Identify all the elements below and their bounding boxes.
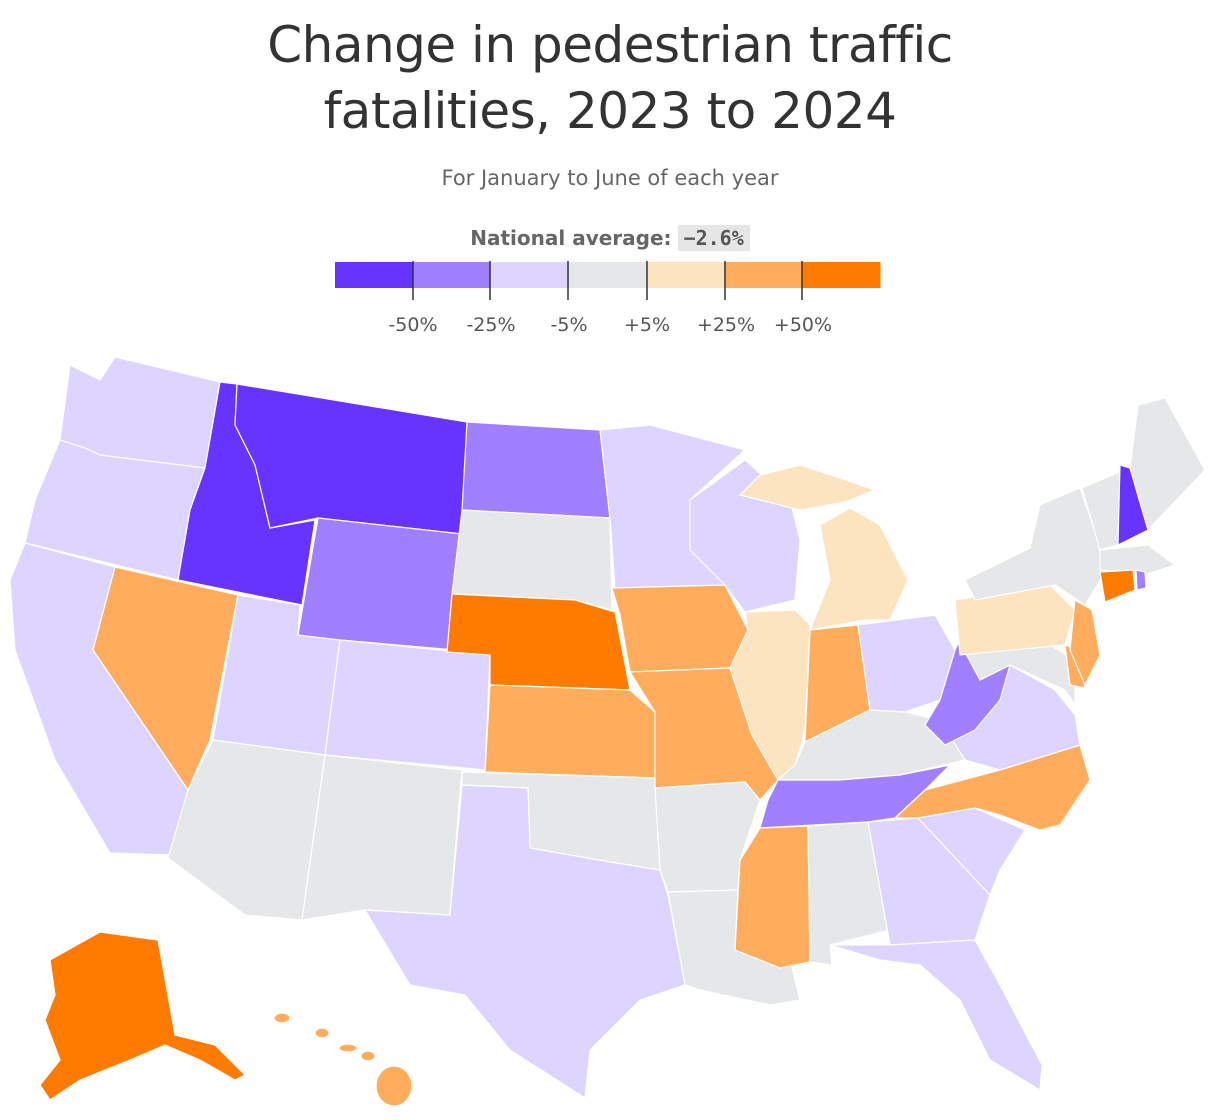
legend-swatch-slight-decrease: [490, 262, 570, 288]
state-montana[interactable]: [234, 383, 468, 535]
state-texas[interactable]: [363, 784, 686, 1100]
national-average: National average: −2.6%: [0, 225, 1220, 251]
state-maine[interactable]: [1129, 397, 1206, 532]
state-new-mexico[interactable]: [301, 754, 463, 921]
legend-label-minus-5: -5%: [551, 314, 588, 335]
us-states-map: [9, 356, 1206, 1107]
state-kentucky[interactable]: [776, 709, 966, 781]
legend-label-plus-25: +25%: [697, 314, 755, 335]
legend-label-plus-50: +50%: [774, 314, 832, 335]
chart-title: Change in pedestrian traffic fatalities,…: [0, 12, 1220, 144]
legend-label-plus-5: +5%: [624, 314, 670, 335]
state-nevada[interactable]: [92, 566, 239, 792]
title-line-1: Change in pedestrian traffic: [267, 16, 953, 74]
state-alaska[interactable]: [39, 931, 247, 1101]
legend-swatch-strong-increase: [802, 262, 881, 288]
state-georgia[interactable]: [867, 817, 991, 946]
state-new-jersey[interactable]: [1069, 599, 1101, 687]
state-colorado[interactable]: [324, 639, 491, 771]
legend-swatch-little-change: [568, 262, 647, 288]
legend-swatch-increase: [724, 262, 803, 288]
state-rhode-island[interactable]: [1135, 569, 1147, 591]
state-iowa[interactable]: [611, 584, 749, 673]
legend-swatch-decrease: [412, 262, 492, 288]
state-north-dakota[interactable]: [461, 421, 611, 519]
legend-swatch-strong-decrease: [335, 262, 414, 288]
national-average-label: National average:: [470, 226, 672, 250]
legend-label-minus-50: -50%: [388, 314, 437, 335]
state-massachusetts[interactable]: [1099, 544, 1177, 576]
title-line-2: fatalities, 2023 to 2024: [323, 82, 897, 140]
state-mississippi[interactable]: [734, 825, 811, 969]
state-maryland[interactable]: [964, 644, 1076, 707]
state-new-york[interactable]: [964, 487, 1106, 606]
color-legend: -50% -25% -5% +5% +25% +50%: [335, 261, 881, 335]
legend-swatch-slight-increase: [646, 262, 725, 288]
state-hawaii[interactable]: [273, 1012, 413, 1107]
state-michigan[interactable]: [738, 464, 877, 511]
legend-label-minus-25: -25%: [466, 314, 515, 335]
chart-subtitle: For January to June of each year: [441, 166, 779, 190]
state-florida[interactable]: [829, 939, 1043, 1092]
national-average-value: −2.6%: [677, 225, 750, 251]
state-kansas[interactable]: [484, 684, 656, 779]
state-michigan-lower[interactable]: [809, 507, 909, 631]
state-wyoming[interactable]: [297, 517, 463, 651]
state-connecticut[interactable]: [1099, 569, 1136, 603]
